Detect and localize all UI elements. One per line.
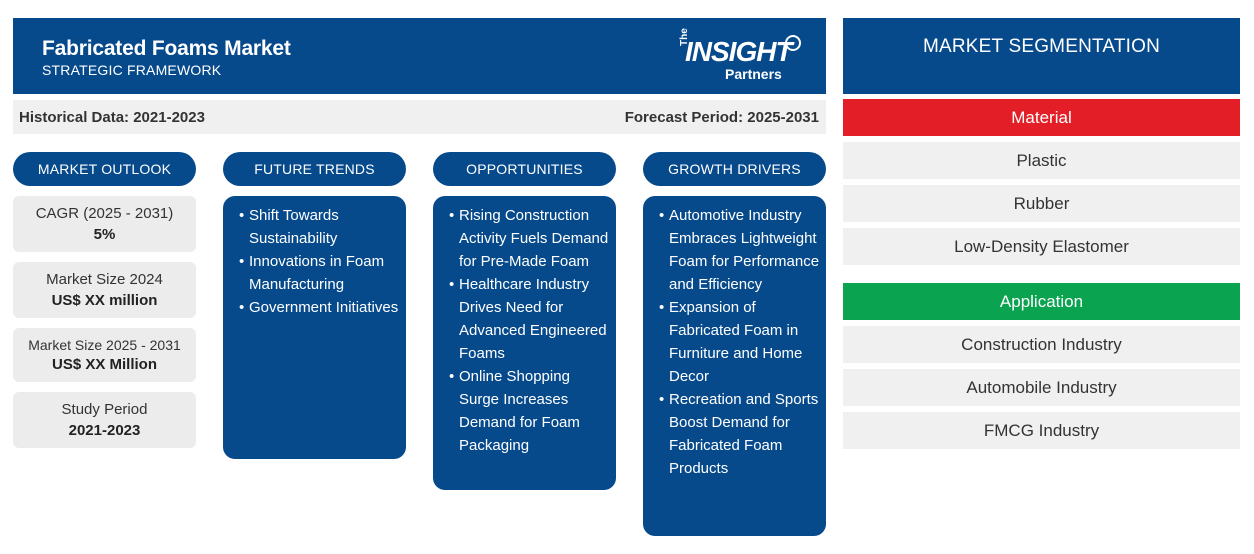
stat-label: Market Size 2024 — [46, 271, 163, 288]
future-trends-header: FUTURE TRENDS — [223, 152, 406, 186]
growth-drivers-header: GROWTH DRIVERS — [643, 152, 826, 186]
opportunities-box: Rising Construction Activity Fuels Deman… — [433, 196, 616, 490]
future-trends-box: Shift Towards Sustainability Innovations… — [223, 196, 406, 459]
page-title: Fabricated Foams Market — [42, 37, 291, 60]
stat-value: US$ XX Million — [51, 356, 157, 373]
page-subtitle: STRATEGIC FRAMEWORK — [42, 62, 222, 78]
framework-header: Fabricated Foams Market STRATEGIC FRAMEW… — [13, 18, 826, 94]
list-item: Government Initiatives — [239, 296, 400, 319]
growth-drivers-box: Automotive Industry Embraces Lightweight… — [643, 196, 826, 536]
stat-value: US$ XX million — [51, 292, 158, 309]
forecast-period-label: Forecast Period: 2025-2031 — [624, 109, 819, 126]
opportunities-header: OPPORTUNITIES — [433, 152, 616, 186]
list-item: Innovations in Foam Manufacturing — [239, 250, 400, 296]
future-trends-list: Shift Towards Sustainability Innovations… — [223, 196, 406, 319]
segment-item: Rubber — [843, 185, 1240, 222]
logo-partners-text: Partners — [725, 66, 782, 82]
stat-market-size-2024: Market Size 2024 US$ XX million — [13, 262, 196, 318]
segment-category-material: Material — [843, 99, 1240, 136]
stat-value: 2021-2023 — [68, 422, 141, 439]
stat-value: 5% — [93, 226, 116, 243]
period-bar: Historical Data: 2021-2023 Forecast Peri… — [13, 100, 826, 134]
historical-data-label: Historical Data: 2021-2023 — [19, 109, 205, 126]
segment-item: Automobile Industry — [843, 369, 1240, 406]
list-item: Healthcare Industry Drives Need for Adva… — [449, 273, 610, 365]
stat-market-size-forecast: Market Size 2025 - 2031 US$ XX Million — [13, 328, 196, 382]
list-item: Online Shopping Surge Increases Demand f… — [449, 365, 610, 457]
segment-category-application: Application — [843, 283, 1240, 320]
list-item: Rising Construction Activity Fuels Deman… — [449, 204, 610, 273]
stat-study-period: Study Period 2021-2023 — [13, 392, 196, 448]
segment-item: FMCG Industry — [843, 412, 1240, 449]
segment-item: Construction Industry — [843, 326, 1240, 363]
list-item: Recreation and Sports Boost Demand for F… — [659, 388, 820, 480]
opportunities-list: Rising Construction Activity Fuels Deman… — [433, 196, 616, 457]
stat-cagr: CAGR (2025 - 2031) 5% — [13, 196, 196, 252]
logo-insight-text: INSIGHT — [685, 36, 793, 67]
list-item: Automotive Industry Embraces Lightweight… — [659, 204, 820, 296]
list-item: Expansion of Fabricated Foam in Furnitur… — [659, 296, 820, 388]
insight-partners-logo: The INSIGHT Partners — [665, 28, 815, 84]
stat-label: Study Period — [61, 401, 148, 418]
segment-item: Plastic — [843, 142, 1240, 179]
segment-item: Low-Density Elastomer — [843, 228, 1240, 265]
stat-label: Market Size 2025 - 2031 — [28, 337, 181, 353]
list-item: Shift Towards Sustainability — [239, 204, 400, 250]
market-segmentation-header: MARKET SEGMENTATION — [843, 18, 1240, 94]
market-outlook-header: MARKET OUTLOOK — [13, 152, 196, 186]
logo-lightbulb-icon — [785, 35, 801, 51]
stat-label: CAGR (2025 - 2031) — [35, 205, 174, 222]
growth-drivers-list: Automotive Industry Embraces Lightweight… — [643, 196, 826, 480]
